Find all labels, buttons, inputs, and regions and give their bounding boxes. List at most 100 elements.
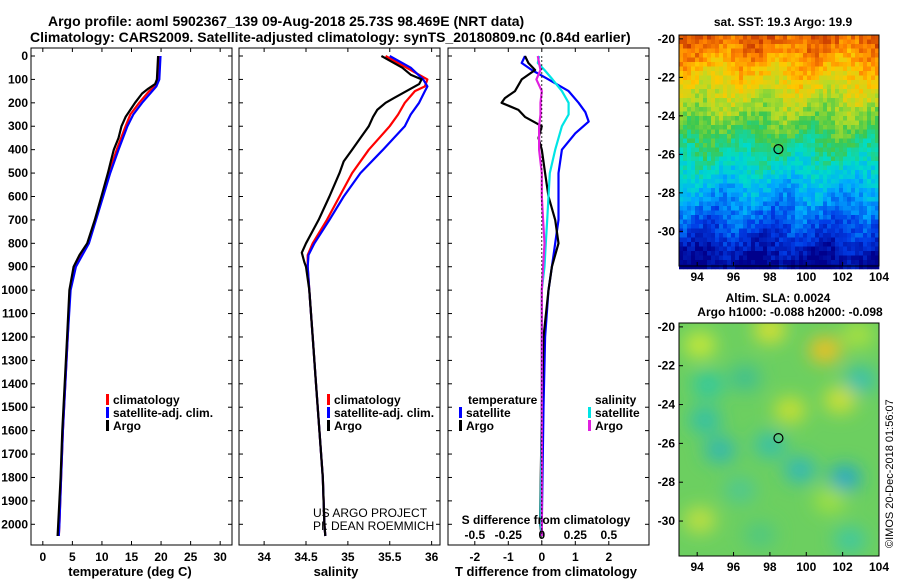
sst-cell: [803, 93, 808, 99]
sst-cell: [699, 66, 704, 72]
sst-cell: [795, 183, 800, 189]
sst-cell: [711, 125, 716, 130]
sst-cell: [707, 80, 712, 85]
sst-cell: [799, 111, 804, 117]
sst-cell: [799, 102, 804, 108]
sst-cell: [815, 116, 820, 121]
sst-cell: [863, 192, 868, 198]
sst-cell: [699, 62, 704, 67]
sst-cell: [803, 107, 808, 112]
sst-cell: [843, 111, 848, 117]
sst-cell: [795, 156, 800, 162]
sst-cell: [735, 246, 740, 252]
sst-cell: [727, 237, 732, 243]
sst-cell: [791, 75, 796, 81]
sst-cell: [735, 116, 740, 121]
sst-cell: [739, 260, 744, 265]
sst-cell: [707, 224, 712, 229]
sst-cell: [711, 93, 716, 99]
sst-cell: [851, 183, 856, 189]
sst-cell: [839, 201, 844, 207]
sst-cell: [787, 210, 792, 216]
sst-cell: [719, 125, 724, 130]
sst-cell: [723, 260, 728, 265]
sst-cell: [843, 84, 848, 90]
sst-cell: [751, 120, 756, 126]
sst-cell: [843, 93, 848, 99]
sst-cell: [867, 134, 872, 139]
sst-cell: [779, 179, 784, 184]
sst-cell: [799, 161, 804, 166]
sst-cell: [751, 264, 756, 270]
sst-cell: [839, 165, 844, 171]
sst-cell: [691, 111, 696, 117]
sst-cell: [679, 165, 684, 171]
sst-cell: [827, 116, 832, 121]
sst-cell: [759, 219, 764, 225]
sst-cell: [719, 179, 724, 184]
sst-cell: [751, 242, 756, 247]
sst-cell: [863, 39, 868, 45]
sst-cell: [707, 215, 712, 220]
sst-cell: [787, 143, 792, 148]
sst-cell: [799, 98, 804, 103]
map-y-tick-label: -26: [658, 436, 676, 450]
sst-cell: [815, 48, 820, 54]
sst-cell: [775, 237, 780, 243]
sst-cell: [687, 210, 692, 216]
sst-cell: [767, 260, 772, 265]
sst-cell: [739, 66, 744, 72]
sst-cell: [695, 206, 700, 211]
sst-cell: [811, 224, 816, 229]
s-difference-x-axis: -0.5 -0.25 0 0.25 0.5: [464, 528, 617, 542]
sst-cell: [851, 152, 856, 157]
sst-cell: [691, 228, 696, 234]
sst-cell: [783, 35, 788, 40]
sst-cell: [851, 179, 856, 184]
sst-cell: [755, 165, 760, 171]
sst-cell: [731, 264, 736, 270]
sst-cell: [779, 44, 784, 49]
sst-cell: [839, 71, 844, 76]
sst-cell: [787, 129, 792, 135]
sst-cell: [783, 255, 788, 261]
sst-cell: [719, 75, 724, 81]
sst-cell: [759, 102, 764, 108]
sst-cell: [723, 264, 728, 270]
sst-cell: [819, 170, 824, 175]
sst-cell: [819, 138, 824, 144]
sst-cell: [819, 44, 824, 49]
sst-cell: [867, 188, 872, 193]
sst-cell: [699, 224, 704, 229]
sst-cell: [847, 48, 852, 54]
sst-cell: [735, 57, 740, 63]
sst-cell: [795, 120, 800, 126]
sst-cell: [735, 152, 740, 157]
sst-cell: [807, 210, 812, 216]
sst-cell: [839, 210, 844, 216]
sst-cell: [819, 66, 824, 72]
sst-cell: [835, 129, 840, 135]
sst-cell: [775, 138, 780, 144]
sst-cell: [791, 102, 796, 108]
sst-cell: [815, 66, 820, 72]
sst-cell: [703, 179, 708, 184]
sst-cell: [699, 237, 704, 243]
sst-cell: [695, 57, 700, 63]
sst-cell: [871, 129, 876, 135]
sst-cell: [831, 192, 836, 198]
sst-cell: [755, 152, 760, 157]
sst-cell: [707, 35, 712, 40]
sst-cell: [727, 39, 732, 45]
sst-cell: [871, 197, 876, 202]
sst-cell: [683, 174, 688, 180]
sst-cell: [739, 44, 744, 49]
sst-cell: [727, 224, 732, 229]
sst-cell: [695, 80, 700, 85]
sst-cell: [811, 260, 816, 265]
sst-cell: [815, 98, 820, 103]
sst-cell: [831, 71, 836, 76]
sst-cell: [799, 80, 804, 85]
sst-cell: [863, 53, 868, 58]
sst-cell: [759, 129, 764, 135]
